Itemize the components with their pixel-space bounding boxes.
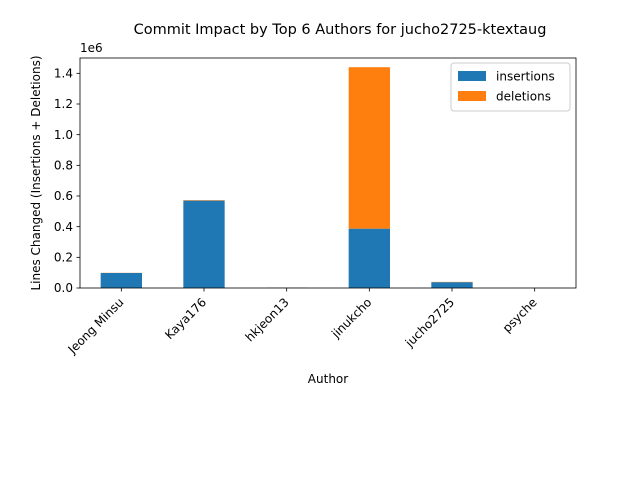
x-tick-label: hkjeon13 <box>243 295 292 344</box>
x-tick-label: jucho2725 <box>402 295 457 350</box>
x-tick-label: jinukcho <box>328 295 374 341</box>
x-axis-label: Author <box>308 372 348 386</box>
y-axis-label: Lines Changed (Insertions + Deletions) <box>29 55 43 290</box>
chart-title: Commit Impact by Top 6 Authors for jucho… <box>134 22 547 38</box>
x-tick-label: Kaya176 <box>162 295 209 342</box>
legend-swatch-deletions <box>458 91 486 101</box>
bar-insertions-1 <box>101 273 142 288</box>
y-tick-label: 1.4 <box>54 67 73 81</box>
y-tick-label: 1.0 <box>54 128 73 142</box>
y-tick-label: 0.0 <box>54 281 73 295</box>
y-tick-label: 1.2 <box>54 97 73 111</box>
legend-label-deletions: deletions <box>496 90 551 104</box>
y-tick-label: 0.8 <box>54 159 73 173</box>
legend-swatch-insertions <box>458 71 486 81</box>
y-scale-label: 1e6 <box>80 41 103 55</box>
legend-label-insertions: insertions <box>496 70 555 84</box>
y-tick-label: 0.6 <box>54 189 73 203</box>
bar-insertions-5 <box>431 282 472 288</box>
bar-deletions-4 <box>349 67 390 228</box>
x-tick-label: psyche <box>500 295 540 335</box>
y-tick-label: 0.4 <box>54 220 73 234</box>
y-tick-label: 0.2 <box>54 251 73 265</box>
bar-insertions-4 <box>349 229 390 288</box>
x-tick-label: Jeong Minsu <box>65 295 127 357</box>
legend: insertions deletions <box>451 63 570 111</box>
bar-insertions-2 <box>183 201 224 288</box>
